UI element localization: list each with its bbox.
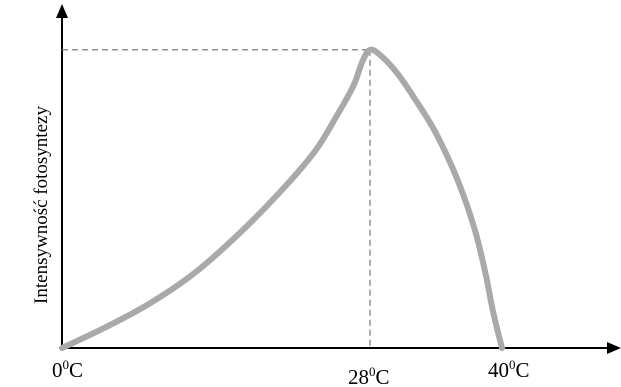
x-axis <box>62 342 621 354</box>
series-layer <box>59 46 505 351</box>
y-axis-arrow <box>56 4 68 18</box>
x-tick-labels: 00C 280C 400C <box>52 357 530 387</box>
x-tick-label-40: 400C <box>488 357 530 382</box>
series-line-0 <box>59 46 505 351</box>
x-axis-arrow <box>607 342 621 354</box>
x-tick-label-0: 00C <box>52 357 83 382</box>
y-axis <box>56 4 68 348</box>
peak-guides <box>62 49 371 348</box>
y-axis-label: Intensywność fotosyntezy <box>31 106 52 304</box>
x-tick-label-28: 280C <box>348 364 390 387</box>
